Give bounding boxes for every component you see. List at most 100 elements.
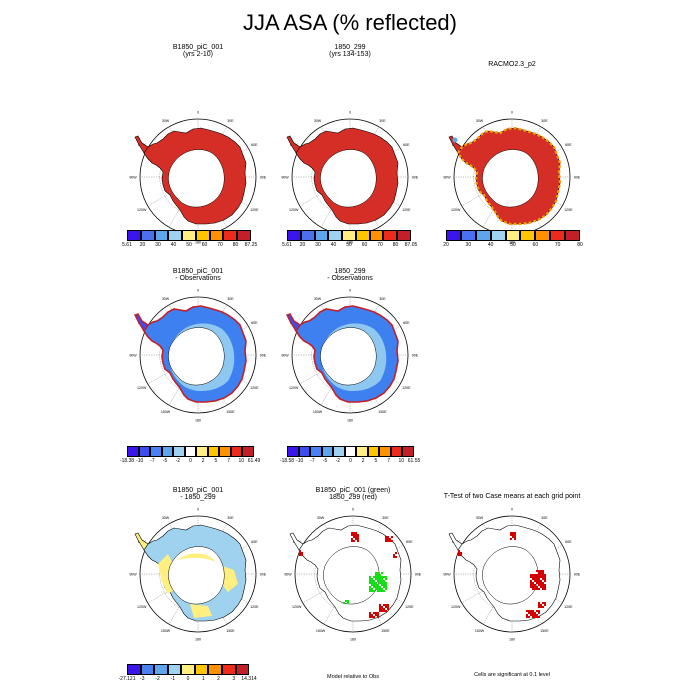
longitude-label: 180 xyxy=(195,241,201,245)
colorbar-anom-2 xyxy=(287,446,415,457)
colorbar-swatch xyxy=(127,664,141,675)
longitude-label: 60E xyxy=(251,143,258,147)
colorbar-ticks-anom-1: -18.38 -10 -7 -5 -2 0 2 5 7 10 61.49 xyxy=(120,458,260,466)
panel-title-line1: 1850_299 xyxy=(334,268,366,275)
colorbar-tick-label: 2 xyxy=(217,676,220,682)
colorbar-swatch xyxy=(565,230,581,241)
colorbar-tick-label: -7 xyxy=(310,458,315,464)
longitude-label: 60E xyxy=(565,143,572,147)
colorbar-swatch xyxy=(287,230,301,241)
colorbar-swatch xyxy=(379,446,391,457)
colorbar-tick-label: 50 xyxy=(510,242,516,248)
colorbar-tick-label: 70 xyxy=(217,242,223,248)
colorbar-tick-label: 40 xyxy=(330,242,337,248)
longitude-label: 120W xyxy=(451,605,461,609)
colorbar-tick-label: 3 xyxy=(232,676,236,682)
colorbar-tick-label: 30 xyxy=(465,242,472,248)
panel-anomaly-2: 1850_299 - Observations 0 30E 60E 90E 120E 15… xyxy=(275,268,425,458)
colorbar-swatch xyxy=(550,230,566,241)
colorbar-swatch xyxy=(321,446,334,457)
longitude-label: 60E xyxy=(403,321,410,325)
colorbar-tick-label: -7 xyxy=(150,458,155,464)
colorbar-swatch xyxy=(402,446,415,457)
longitude-label: 90W xyxy=(281,354,289,358)
colorbar-tick-label: 60 xyxy=(532,242,539,248)
colorbar-swatch xyxy=(460,230,476,241)
colorbar-tick-label: -2 xyxy=(155,676,160,682)
colorbar-tick-label: 10 xyxy=(398,458,405,464)
colorbar-swatch xyxy=(207,446,220,457)
colorbar-swatch xyxy=(310,446,322,457)
colorbar-tick-label: 87.05 xyxy=(404,242,418,248)
longitude-label: 120E xyxy=(564,605,573,609)
longitude-label: 30E xyxy=(541,119,548,123)
colorbar-tick-label: 30 xyxy=(155,242,161,248)
longitude-label: 180 xyxy=(347,419,353,423)
polar-map: 030E60E90E120E150E180150W120W90W60W30W xyxy=(281,111,418,245)
longitude-label: 60E xyxy=(251,540,258,544)
longitude-label: 150W xyxy=(313,410,323,414)
colorbar-swatch xyxy=(369,230,384,241)
colorbar-tick-label: 20 xyxy=(139,242,146,248)
longitude-label: 150W xyxy=(316,629,326,633)
panel-title-line2: - Observations xyxy=(175,275,221,282)
panel-title-line2: (yrs 2-10) xyxy=(183,51,213,58)
longitude-label: 120W xyxy=(137,386,147,390)
colorbar-swatch xyxy=(535,230,551,241)
longitude-label: 30E xyxy=(227,119,234,123)
panel-title-line1: B1850_piC_001 (green) xyxy=(315,487,391,494)
longitude-label: 30E xyxy=(227,516,234,520)
longitude-label: 120E xyxy=(402,386,411,390)
colorbar-swatch xyxy=(138,446,151,457)
colorbar-swatch xyxy=(154,664,168,675)
longitude-label: 150W xyxy=(161,629,171,633)
colorbar-tick-label: 5 xyxy=(214,458,218,464)
colorbar-swatch xyxy=(181,664,195,675)
longitude-label: 120W xyxy=(289,208,299,212)
colorbar-swatch xyxy=(383,230,398,241)
longitude-label: 90E xyxy=(574,176,581,180)
colorbar-diff xyxy=(127,664,250,675)
colorbar-swatch xyxy=(237,230,252,241)
colorbar-swatch xyxy=(140,230,155,241)
longitude-label: 150W xyxy=(161,410,171,414)
colorbar-swatch xyxy=(219,446,231,457)
colorbar-tick-label: -18.38 xyxy=(119,458,135,464)
colorbar-tick-label: 7 xyxy=(227,458,230,464)
colorbar-swatch xyxy=(287,446,299,457)
colorbar-ticks-abs-2: 5.61 20 30 40 50 60 70 80 87.05 xyxy=(282,242,417,250)
colorbar-swatch xyxy=(208,664,222,675)
colorbar-swatch xyxy=(446,230,461,241)
colorbar-tick-label: 60 xyxy=(201,242,208,248)
colorbar-swatch xyxy=(333,446,345,457)
colorbar-tick-label: 5 xyxy=(374,458,378,464)
longitude-label: 90E xyxy=(574,573,581,577)
colorbar-swatch xyxy=(314,230,329,241)
polar-map: 030E60E90E120E150E180150W120W90W60W30W xyxy=(129,111,266,245)
panel-obs: RACMO2.3_p2 030E60E90E120E150E180150W120… xyxy=(437,44,587,245)
colorbar-abs-1 xyxy=(127,230,252,241)
panel-ttest: T-Test of two Case means at each grid po… xyxy=(437,487,587,647)
longitude-label: 60E xyxy=(251,321,258,325)
panel-title-line1: T-Test of two Case means at each grid po… xyxy=(443,493,581,500)
colorbar-tick-label: 61.55 xyxy=(407,458,421,464)
longitude-label: 180 xyxy=(195,419,201,423)
colorbar-tick-label: 40 xyxy=(170,242,177,248)
longitude-label: 30W xyxy=(476,516,484,520)
polar-map: 030E60E90E120E150E180150W120W90W60W30W xyxy=(443,111,581,245)
panel-anomaly-1: B1850_piC_001 - Observations 0 30E 60E 90E 1… xyxy=(123,268,273,458)
colorbar-swatch xyxy=(167,664,182,675)
colorbar-tick-label: 10 xyxy=(238,458,245,464)
longitude-label: 90W xyxy=(443,573,451,577)
colorbar-tick-label: 30 xyxy=(315,242,321,248)
note-significance: Cells are significant at 0.1 level xyxy=(474,672,550,678)
longitude-label: 180 xyxy=(195,638,201,642)
colorbar-swatch xyxy=(184,446,197,457)
colorbar-tick-label: 2 xyxy=(201,458,205,464)
longitude-label: 0 xyxy=(511,508,513,512)
longitude-label: 120W xyxy=(137,605,147,609)
longitude-label: 120W xyxy=(292,605,302,609)
colorbar-tick-label: 7 xyxy=(387,458,390,464)
longitude-label: 30E xyxy=(382,516,389,520)
longitude-label: 90E xyxy=(260,354,267,358)
